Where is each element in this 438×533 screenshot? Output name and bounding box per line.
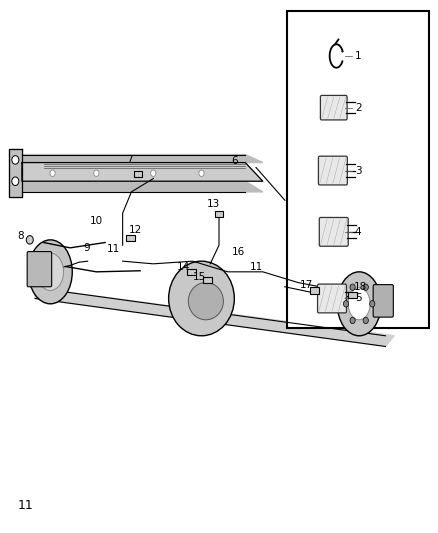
Text: 14: 14: [177, 262, 190, 271]
Text: 7: 7: [126, 155, 133, 165]
Text: 13: 13: [207, 199, 220, 208]
FancyBboxPatch shape: [318, 156, 347, 185]
Text: 10: 10: [90, 216, 103, 226]
Circle shape: [12, 156, 19, 164]
Polygon shape: [9, 149, 22, 197]
Ellipse shape: [188, 282, 223, 320]
Text: 4: 4: [355, 227, 361, 237]
FancyBboxPatch shape: [27, 252, 52, 287]
Text: 16: 16: [232, 247, 245, 256]
Text: 2: 2: [355, 103, 361, 112]
Circle shape: [370, 301, 375, 307]
Bar: [287, 11, 429, 328]
Bar: [187, 269, 196, 275]
Circle shape: [343, 301, 349, 307]
Text: 11: 11: [250, 262, 263, 271]
Circle shape: [363, 284, 368, 290]
FancyBboxPatch shape: [318, 284, 346, 313]
Circle shape: [199, 170, 204, 176]
Text: 8: 8: [18, 231, 25, 240]
Ellipse shape: [28, 240, 72, 304]
Ellipse shape: [348, 288, 370, 320]
Text: 6: 6: [231, 156, 238, 166]
Ellipse shape: [37, 253, 64, 290]
Text: 15: 15: [193, 272, 206, 282]
Polygon shape: [35, 288, 394, 346]
Circle shape: [12, 177, 19, 185]
FancyBboxPatch shape: [373, 285, 393, 317]
Bar: [348, 292, 357, 298]
Text: 9: 9: [83, 243, 90, 253]
FancyBboxPatch shape: [320, 95, 347, 120]
Polygon shape: [22, 155, 263, 163]
Ellipse shape: [169, 261, 234, 336]
Text: 1: 1: [355, 51, 361, 61]
Circle shape: [50, 170, 55, 176]
Bar: [134, 171, 142, 177]
Text: 3: 3: [355, 166, 361, 175]
Circle shape: [363, 317, 368, 324]
FancyBboxPatch shape: [319, 217, 348, 246]
Text: 18: 18: [353, 282, 367, 292]
Text: 11: 11: [106, 245, 120, 254]
Text: 5: 5: [355, 294, 361, 303]
Bar: [126, 235, 135, 241]
Circle shape: [26, 236, 33, 244]
Circle shape: [94, 170, 99, 176]
Bar: [215, 211, 223, 217]
Ellipse shape: [337, 272, 381, 336]
Circle shape: [350, 317, 355, 324]
Circle shape: [151, 170, 156, 176]
Polygon shape: [22, 163, 263, 181]
Polygon shape: [22, 181, 263, 192]
Circle shape: [350, 284, 355, 290]
Bar: [203, 277, 212, 283]
Text: 17: 17: [300, 280, 313, 290]
Bar: [310, 287, 319, 294]
Text: 12: 12: [129, 225, 142, 235]
Text: 11: 11: [18, 499, 33, 512]
